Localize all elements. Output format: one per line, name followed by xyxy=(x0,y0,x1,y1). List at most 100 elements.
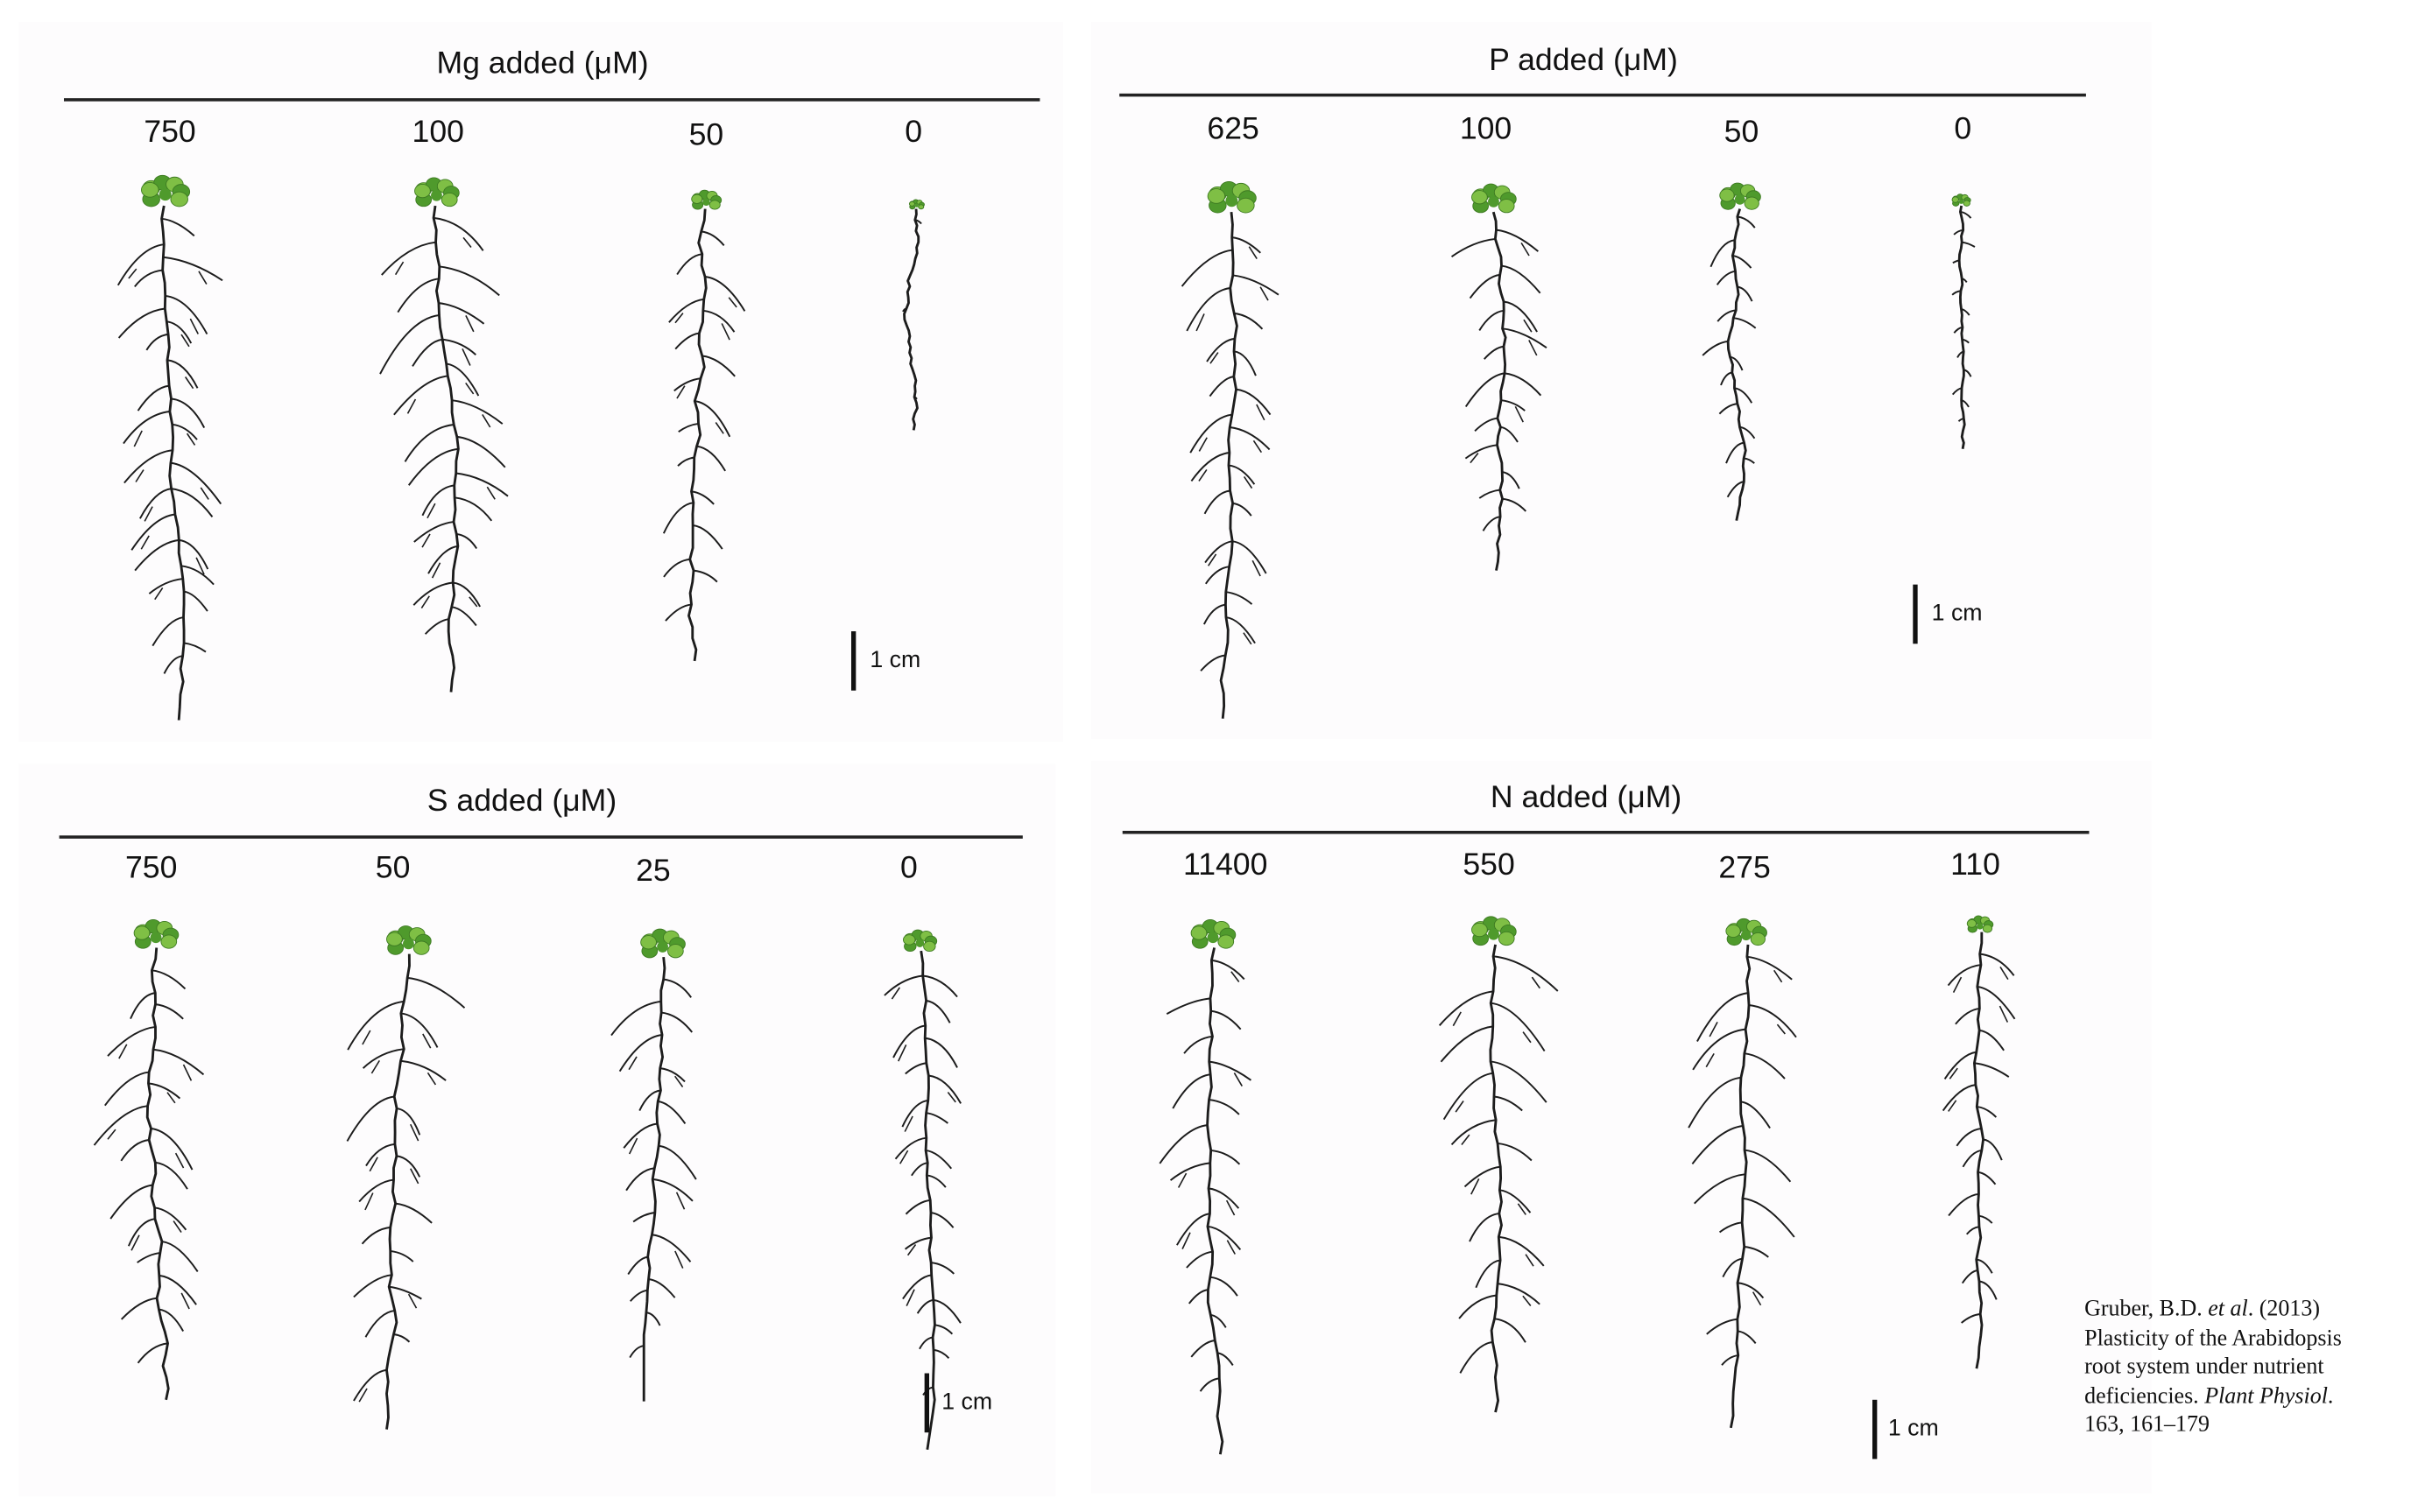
secondary-root xyxy=(1517,1203,1526,1215)
lateral-root xyxy=(155,1003,184,1020)
secondary-root xyxy=(1207,553,1217,566)
lateral-root xyxy=(1738,1330,1757,1344)
level-label: 550 xyxy=(1463,847,1515,883)
primary-root xyxy=(1973,932,1985,1369)
lateral-root xyxy=(1976,1258,1993,1274)
lateral-root xyxy=(668,298,704,323)
lateral-root xyxy=(171,488,214,517)
secondary-root xyxy=(421,533,431,548)
lateral-root xyxy=(427,545,459,574)
leaf xyxy=(1977,923,1984,930)
lateral-root xyxy=(930,1212,955,1228)
lateral-root xyxy=(1740,1101,1771,1129)
lateral-root xyxy=(1172,1073,1211,1109)
seedling xyxy=(1450,183,1547,571)
lateral-root xyxy=(1464,372,1505,408)
secondary-root xyxy=(906,1289,915,1306)
citation-volume-pages: 163, 161–179 xyxy=(2084,1412,2210,1438)
lateral-root xyxy=(400,1012,439,1048)
lateral-root xyxy=(638,1089,661,1111)
lateral-root xyxy=(1716,309,1737,322)
leaf-rosette xyxy=(414,177,460,207)
lateral-root xyxy=(1734,387,1753,404)
secondary-root xyxy=(1452,1011,1462,1027)
lateral-root xyxy=(1692,1028,1746,1071)
secondary-root xyxy=(1776,1023,1786,1035)
lateral-root xyxy=(412,338,443,367)
secondary-root xyxy=(899,1150,909,1164)
lateral-root xyxy=(120,1297,158,1320)
lateral-root xyxy=(1206,337,1236,362)
scale-bar-label: 1 cm xyxy=(1887,1415,1939,1442)
lateral-root xyxy=(452,581,481,608)
lateral-root xyxy=(1190,452,1230,482)
lateral-root xyxy=(1983,1138,2003,1161)
lateral-root xyxy=(663,558,690,578)
panel-title: N added (μM) xyxy=(1490,780,1682,816)
lateral-root xyxy=(1943,1051,1977,1079)
citation-line-1: Gruber, B.D. et al. (2013) xyxy=(2084,1296,2432,1325)
leaf xyxy=(1471,190,1488,205)
level-label: 0 xyxy=(899,851,918,886)
secondary-root xyxy=(1709,1022,1718,1037)
secondary-root xyxy=(1181,1232,1191,1249)
lateral-root xyxy=(659,1067,686,1083)
lateral-root xyxy=(137,384,170,411)
secondary-root xyxy=(486,486,496,500)
leaf-rosette xyxy=(141,174,191,207)
lateral-root xyxy=(673,377,701,392)
leaf-rosette xyxy=(640,928,686,959)
lateral-root xyxy=(704,276,746,312)
lateral-root xyxy=(1744,1052,1786,1079)
lateral-root xyxy=(183,590,208,612)
lateral-root xyxy=(1231,236,1261,254)
lateral-root xyxy=(151,1128,194,1171)
lateral-root xyxy=(1947,964,1982,987)
lateral-root xyxy=(159,1274,197,1305)
primary-root xyxy=(145,947,170,1401)
lateral-root xyxy=(1209,376,1235,397)
leaf xyxy=(1740,930,1752,941)
secondary-root xyxy=(200,487,209,500)
primary-root xyxy=(1729,944,1752,1429)
primary-root xyxy=(642,957,666,1402)
secondary-root xyxy=(1514,405,1524,423)
lateral-root xyxy=(1501,264,1541,294)
lateral-root xyxy=(1493,1095,1523,1112)
level-label: 50 xyxy=(688,118,724,153)
lateral-root xyxy=(623,1122,658,1149)
secondary-root xyxy=(431,562,441,579)
lateral-root xyxy=(1744,1245,1769,1258)
secondary-root xyxy=(185,376,194,390)
leaf xyxy=(1207,188,1226,204)
root-drawings-p xyxy=(1181,180,1976,719)
leaf xyxy=(1734,194,1745,205)
lateral-root xyxy=(902,307,907,313)
leaf xyxy=(923,940,936,953)
lateral-root xyxy=(1200,654,1226,672)
secondary-root xyxy=(675,1192,686,1210)
leaf-rosette xyxy=(133,918,180,949)
secondary-root xyxy=(1243,632,1252,645)
secondary-root xyxy=(426,1072,437,1086)
lateral-root xyxy=(1737,285,1753,302)
lateral-root xyxy=(1732,255,1752,269)
secondary-root xyxy=(674,1250,684,1269)
lateral-root xyxy=(451,399,504,425)
lateral-root xyxy=(346,1095,395,1142)
secondary-root xyxy=(1230,971,1240,982)
lateral-root xyxy=(905,1062,927,1075)
lateral-root xyxy=(1458,1294,1497,1319)
secondary-root xyxy=(1523,319,1533,333)
lateral-root xyxy=(396,1155,421,1178)
lateral-root xyxy=(1502,327,1547,349)
primary-root xyxy=(1726,208,1747,521)
lateral-root xyxy=(446,362,480,397)
primary-root xyxy=(1491,211,1507,571)
leaf xyxy=(441,192,458,207)
lateral-root xyxy=(412,581,454,606)
secondary-root xyxy=(410,1168,419,1185)
lateral-root xyxy=(1961,399,1970,408)
secondary-root xyxy=(628,1056,638,1071)
scale-bar-label: 1 cm xyxy=(1931,600,1983,627)
